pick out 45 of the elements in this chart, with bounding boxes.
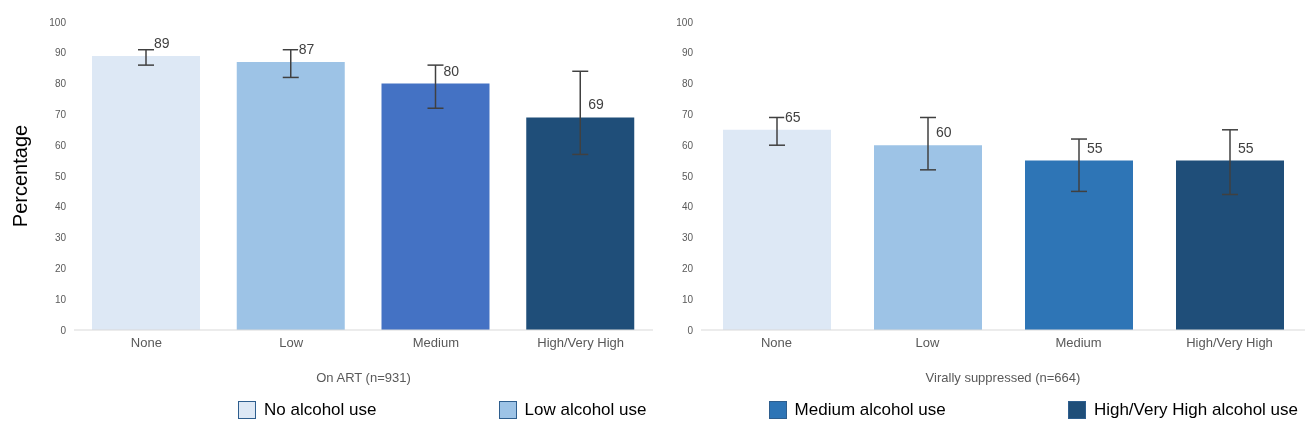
y-tick-label: 10 bbox=[54, 293, 67, 305]
y-tick-label: 30 bbox=[681, 232, 694, 244]
y-tick-label: 30 bbox=[54, 232, 67, 244]
y-tick-label: 100 bbox=[676, 16, 694, 28]
y-tick-label: 20 bbox=[681, 262, 694, 274]
x-tick-label: Medium bbox=[1055, 335, 1102, 351]
data-label: 55 bbox=[1087, 139, 1103, 156]
legend-label: High/Very High alcohol use bbox=[1093, 400, 1298, 420]
y-tick-label: 80 bbox=[681, 78, 694, 90]
y-tick-label: 40 bbox=[681, 201, 694, 213]
y-tick-label: 100 bbox=[49, 16, 67, 28]
y-tick-label: 50 bbox=[54, 170, 67, 182]
y-tick-label: 60 bbox=[681, 139, 694, 151]
x-tick-label: High/Very High bbox=[537, 335, 624, 351]
y-tick-label: 50 bbox=[681, 170, 694, 182]
x-axis-title: Virally suppressed (n=664) bbox=[925, 370, 1081, 385]
y-tick-label: 70 bbox=[681, 108, 694, 120]
y-tick-label: 90 bbox=[681, 47, 694, 59]
data-label: 65 bbox=[785, 108, 801, 125]
y-tick-label: 20 bbox=[54, 262, 67, 274]
y-tick-label: 0 bbox=[60, 324, 67, 336]
data-label: 69 bbox=[588, 96, 605, 113]
legend-label: Medium alcohol use bbox=[794, 400, 946, 420]
data-label: 60 bbox=[936, 124, 952, 141]
x-tick-label: None bbox=[130, 335, 162, 351]
y-tick-label: 40 bbox=[54, 201, 67, 213]
x-axis-title: On ART (n=931) bbox=[316, 370, 411, 385]
data-label: 87 bbox=[298, 41, 315, 58]
x-tick-label: None bbox=[760, 335, 793, 351]
data-label: 89 bbox=[154, 34, 170, 51]
data-label: 80 bbox=[443, 62, 460, 79]
legend-label: Low alcohol use bbox=[524, 400, 647, 420]
x-tick-label: High/Very High bbox=[1186, 335, 1273, 351]
x-tick-label: Low bbox=[915, 335, 941, 351]
x-tick-label: Medium bbox=[412, 335, 459, 351]
y-axis-title: Percentage bbox=[9, 124, 32, 228]
y-tick-label: 80 bbox=[54, 78, 67, 90]
y-tick-label: 60 bbox=[54, 139, 67, 151]
legend-label: No alcohol use bbox=[264, 400, 377, 420]
y-tick-label: 0 bbox=[687, 324, 694, 336]
x-tick-label: Low bbox=[279, 335, 304, 351]
y-tick-label: 10 bbox=[681, 293, 694, 305]
y-tick-label: 70 bbox=[54, 108, 67, 120]
data-label: 55 bbox=[1238, 139, 1254, 156]
y-tick-label: 90 bbox=[54, 47, 67, 59]
